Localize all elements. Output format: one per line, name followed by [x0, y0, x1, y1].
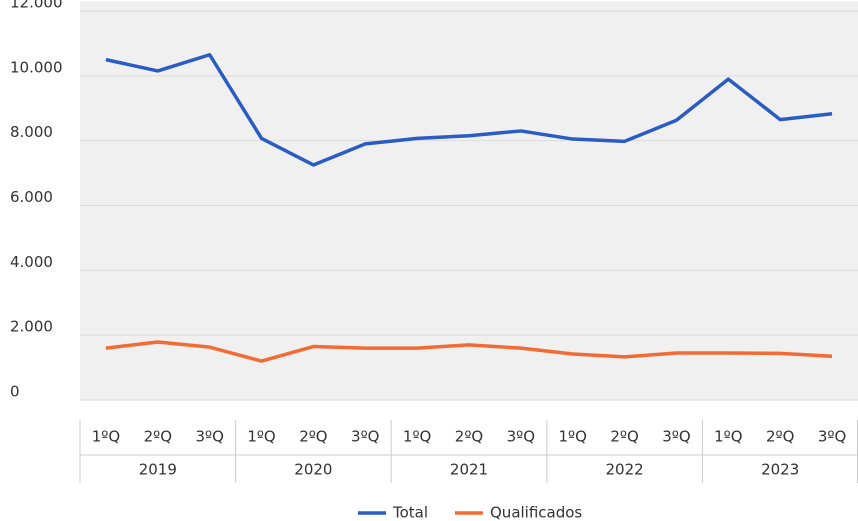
- group-label: 2021: [450, 461, 488, 479]
- x-tick-label: 2ºQ: [610, 428, 638, 446]
- plot-background: [80, 1, 858, 400]
- y-tick-label: 8.000: [10, 123, 53, 141]
- group-label: 2019: [139, 461, 177, 479]
- group-label: 2020: [294, 461, 332, 479]
- legend-label: Qualificados: [490, 504, 582, 521]
- x-tick-label: 1ºQ: [714, 428, 742, 446]
- x-tick-label: 3ºQ: [818, 428, 846, 446]
- x-tick-label: 2ºQ: [144, 428, 172, 446]
- legend-label: Total: [392, 504, 428, 521]
- series-line: [105, 340, 833, 363]
- y-tick-label: 12.000: [10, 0, 63, 12]
- x-tick-label: 1ºQ: [403, 428, 431, 446]
- x-tick-label: 1ºQ: [92, 428, 120, 446]
- x-tick-label: 2ºQ: [455, 428, 483, 446]
- series-line: [105, 53, 833, 167]
- group-label: 2022: [606, 461, 644, 479]
- y-tick-label: 6.000: [10, 188, 53, 206]
- x-tick-label: 2ºQ: [299, 428, 327, 446]
- x-tick-label: 1ºQ: [247, 428, 275, 446]
- x-tick-label: 2ºQ: [766, 428, 794, 446]
- y-tick-label: 4.000: [10, 253, 53, 271]
- y-tick-label: 10.000: [10, 58, 63, 76]
- x-tick-label: 3ºQ: [662, 428, 690, 446]
- y-tick-label: 2.000: [10, 318, 53, 336]
- group-label: 2023: [761, 461, 799, 479]
- x-tick-label: 3ºQ: [351, 428, 379, 446]
- y-tick-label: 0: [10, 383, 20, 401]
- x-tick-label: 1ºQ: [559, 428, 587, 446]
- x-tick-label: 3ºQ: [507, 428, 535, 446]
- x-tick-label: 3ºQ: [195, 428, 223, 446]
